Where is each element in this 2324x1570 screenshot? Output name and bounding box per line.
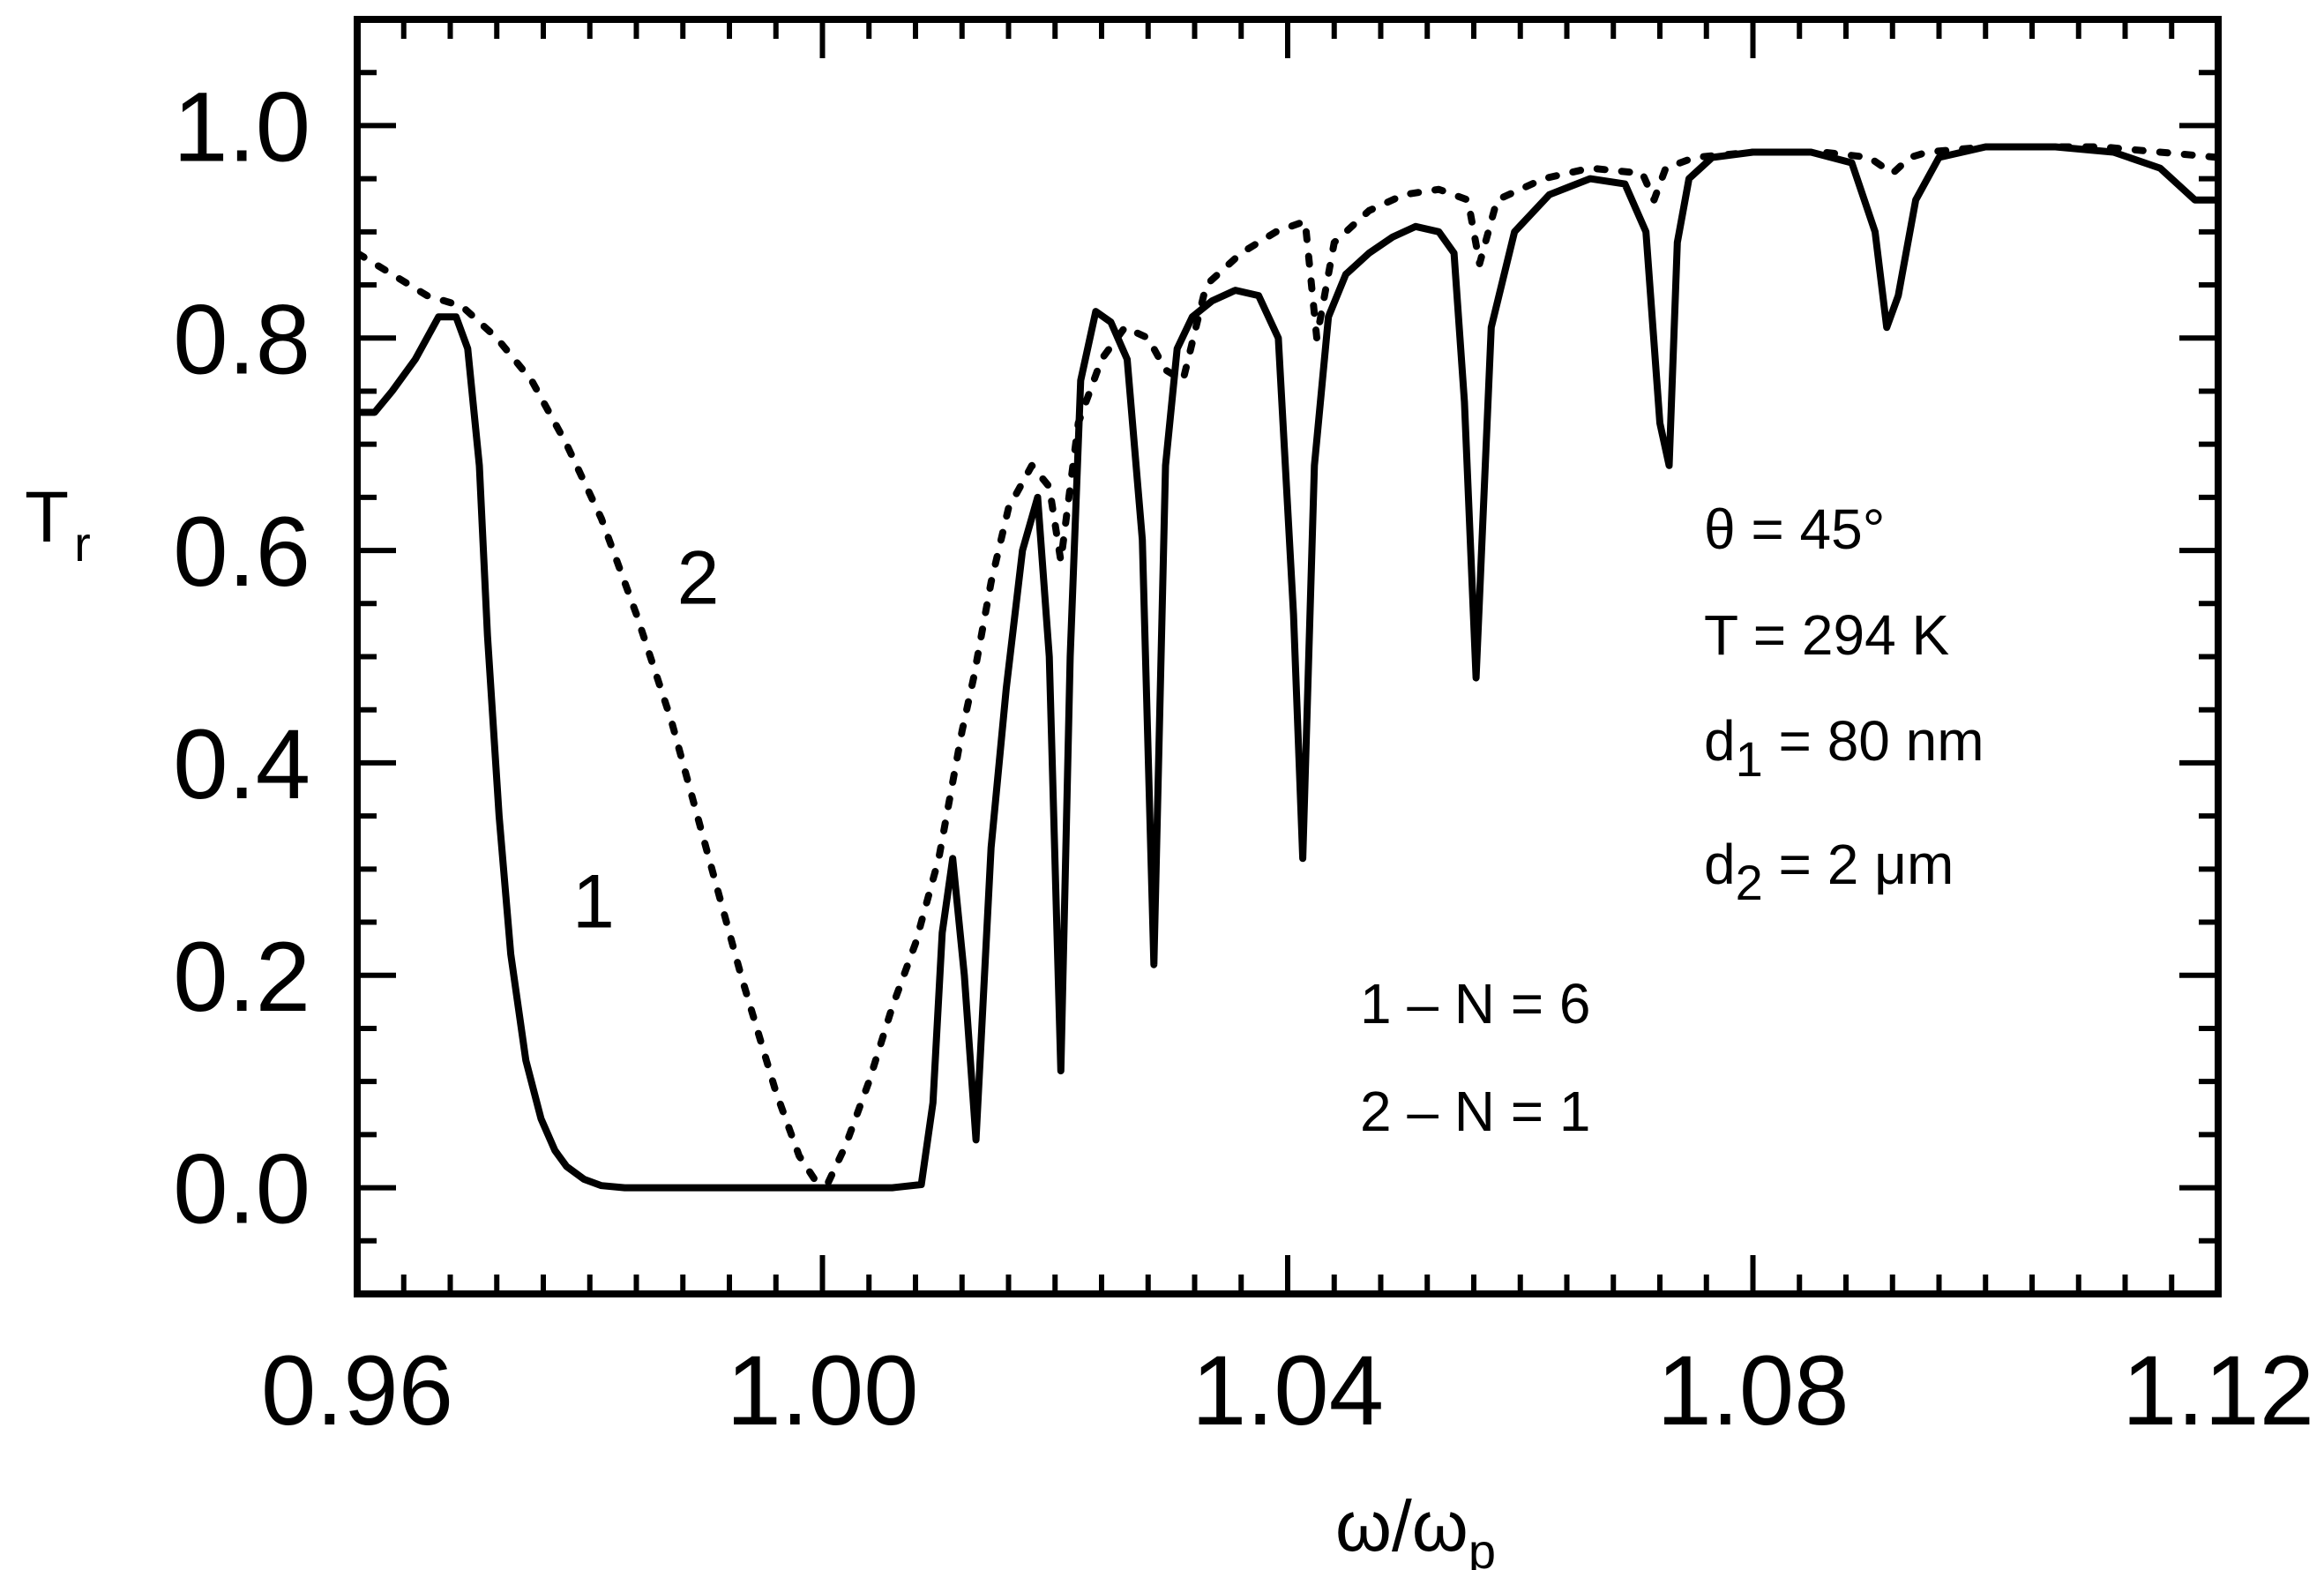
x-tick-label: 0.96 [261, 1335, 453, 1446]
y-tick-label: 0.0 [173, 1134, 310, 1245]
annotation-d2-sub: 2 [1736, 855, 1763, 910]
x-tick-label: 1.00 [727, 1335, 919, 1446]
y-tick-label: 1.0 [173, 71, 310, 182]
x-tick-label: 1.12 [2122, 1335, 2314, 1446]
x-axis-title-main: ω/ω [1335, 1486, 1468, 1566]
y-tick-label: 0.4 [173, 709, 310, 819]
x-axis-title: ω/ωp [1335, 1486, 1496, 1570]
annotation-d2-value: = 2 μm [1763, 833, 1954, 896]
tick-labels: 0.96 1.00 1.04 1.08 1.12 0.0 0.2 0.4 0.6 0.8 1.0 [173, 71, 2314, 1446]
series-line-1 [357, 143, 2218, 1192]
y-tick-label: 0.2 [173, 922, 310, 1032]
annotation-d1-sub: 1 [1736, 731, 1763, 787]
y-tick-label: 0.6 [173, 497, 310, 607]
x-tick-label: 1.04 [1192, 1335, 1384, 1446]
annotation-d1-prefix: d [1704, 709, 1736, 773]
annotation-d2: d2 = 2 μm [1704, 833, 1954, 910]
legend-entry-1: 1 – N = 6 [1360, 972, 1591, 1035]
series-group [354, 143, 2222, 1192]
annotation-d1-value: = 80 nm [1763, 709, 1984, 773]
x-tick-label: 1.08 [1657, 1335, 1849, 1446]
series-line-2 [354, 143, 2222, 1186]
curve-label-1: 1 [572, 860, 615, 945]
annotation-d2-prefix: d [1704, 833, 1736, 896]
curve-labels: 12 [572, 535, 720, 944]
y-axis-title-main: T [25, 477, 69, 557]
y-axis-title-sub: r [74, 516, 91, 572]
plot-frame [354, 16, 2222, 1297]
annotation-theta: θ = 45° [1704, 497, 1885, 561]
annotation-temperature: T = 294 K [1704, 603, 1949, 667]
curve-label-2: 2 [677, 535, 720, 620]
legend-entry-2: 2 – N = 1 [1360, 1080, 1591, 1143]
y-tick-label: 0.8 [173, 284, 310, 394]
x-axis-title-sub: p [1468, 1523, 1496, 1570]
annotation-d1: d1 = 80 nm [1704, 709, 1984, 787]
